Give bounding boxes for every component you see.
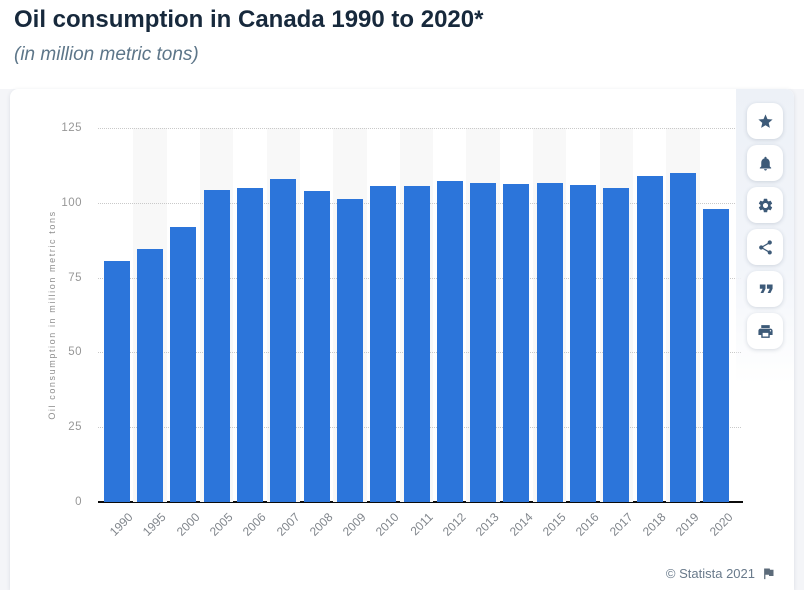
bar-2009[interactable] <box>336 199 363 502</box>
chart-card: Oil consumption in million metric tons 0… <box>10 89 794 590</box>
y-tick-label: 100 <box>61 196 82 209</box>
x-tick-label: 2000 <box>173 510 203 539</box>
x-tick-label: 2015 <box>539 510 569 539</box>
y-axis-title: Oil consumption in million metric tons <box>47 210 57 420</box>
bar-2007[interactable] <box>270 178 297 502</box>
attribution-footer: © Statista 2021 <box>666 566 776 581</box>
gear-button[interactable] <box>747 187 783 223</box>
x-tick-label: 2008 <box>306 510 336 539</box>
quote-button[interactable] <box>747 271 783 307</box>
share-button[interactable] <box>747 229 783 265</box>
page-subtitle: (in million metric tons) <box>14 44 199 65</box>
bar-2020[interactable] <box>703 209 730 502</box>
bar-2008[interactable] <box>303 190 330 502</box>
page-title: Oil consumption in Canada 1990 to 2020* <box>14 6 484 33</box>
bar-2017[interactable] <box>603 187 630 502</box>
flag-icon[interactable] <box>761 566 776 581</box>
gear-icon <box>758 198 772 212</box>
y-tick-label: 125 <box>61 122 82 134</box>
x-axis-line <box>98 501 743 503</box>
y-tick-label: 25 <box>68 421 82 434</box>
bar-1995[interactable] <box>136 248 163 502</box>
bar-2016[interactable] <box>570 185 597 502</box>
bell-button[interactable] <box>747 145 783 181</box>
quote-icon <box>759 284 773 293</box>
star-button[interactable] <box>747 103 783 139</box>
bar-2018[interactable] <box>636 176 663 502</box>
x-tick-label: 2020 <box>706 510 736 539</box>
x-tick-label: 2009 <box>339 510 369 539</box>
header: Oil consumption in Canada 1990 to 2020* … <box>0 0 804 89</box>
bell-icon <box>759 156 771 171</box>
y-tick-label: 0 <box>75 496 82 508</box>
x-tick-label: 2018 <box>639 510 669 539</box>
bar-2000[interactable] <box>170 227 197 502</box>
bar-2005[interactable] <box>203 189 230 502</box>
share-icon <box>758 239 772 255</box>
bar-2014[interactable] <box>503 184 530 502</box>
x-tick-label: 2014 <box>506 510 536 539</box>
x-tick-label: 2013 <box>473 510 503 539</box>
bar-2013[interactable] <box>470 183 497 502</box>
print-icon <box>757 324 773 338</box>
x-tick-label: 2010 <box>373 510 403 539</box>
x-tick-label: 2012 <box>439 510 469 539</box>
bar-2019[interactable] <box>670 172 697 502</box>
toolbar-strip <box>736 89 794 384</box>
star-icon <box>757 113 773 128</box>
bar-2012[interactable] <box>436 181 463 502</box>
x-tick-label: 2006 <box>240 510 269 539</box>
x-tick-label: 1990 <box>106 510 136 539</box>
x-tick-label: 2011 <box>407 510 436 539</box>
bar-2006[interactable] <box>236 188 263 502</box>
x-tick-label: 2019 <box>673 510 702 539</box>
y-gridline <box>98 128 741 129</box>
x-tick-label: 2016 <box>573 510 602 539</box>
y-tick-label: 50 <box>68 346 82 359</box>
bar-2010[interactable] <box>370 185 397 502</box>
bar-1990[interactable] <box>103 261 130 502</box>
x-tick-label: 1995 <box>140 510 169 539</box>
x-tick-label: 2007 <box>273 510 303 539</box>
x-tick-label: 2017 <box>606 510 636 539</box>
x-tick-label: 2005 <box>206 510 236 539</box>
attribution-text: © Statista 2021 <box>665 566 755 581</box>
bar-2011[interactable] <box>403 185 430 502</box>
bar-2015[interactable] <box>536 183 563 502</box>
bar-chart: Oil consumption in million metric tons 0… <box>10 89 794 590</box>
print-button[interactable] <box>747 313 783 349</box>
y-tick-label: 75 <box>68 271 82 284</box>
